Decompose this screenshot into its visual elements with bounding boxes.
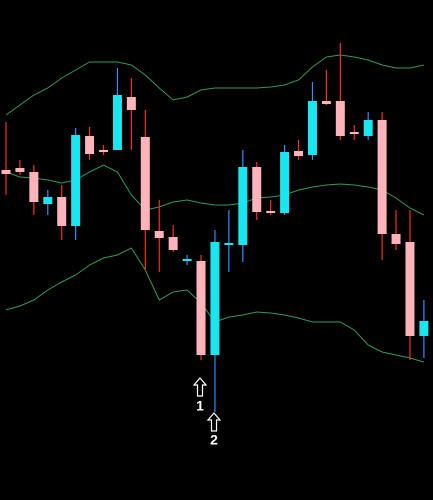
plot [1, 43, 429, 412]
candle-body [307, 101, 317, 155]
candle-body [29, 172, 39, 202]
annotation: 1 [196, 398, 204, 414]
candle-body [224, 243, 234, 245]
candle-body [210, 242, 220, 355]
candle-body [349, 132, 359, 134]
candle-body [57, 197, 67, 226]
candle-body [43, 197, 53, 204]
candle-body [154, 231, 164, 238]
candle-body [112, 95, 122, 150]
arrow [192, 377, 208, 397]
candle-body [280, 152, 290, 213]
candle-body [71, 135, 81, 226]
candle-body [377, 120, 387, 234]
candle-body [391, 234, 401, 244]
candle-body [266, 211, 276, 213]
candle-body [168, 237, 178, 250]
candle-body [126, 97, 136, 110]
candle-body [252, 167, 262, 212]
candle-body [196, 261, 206, 355]
band-line [5, 54, 425, 116]
candle-body [419, 321, 429, 336]
candle-body [321, 101, 331, 104]
candle-body [140, 137, 150, 230]
candle-body [85, 136, 95, 154]
candle-body [182, 259, 192, 261]
candle-body [1, 170, 11, 174]
candle-body [15, 168, 25, 172]
annotation: 2 [210, 432, 218, 448]
candle-body [405, 242, 415, 336]
candle-body [238, 167, 248, 245]
candle-body [363, 120, 373, 136]
arrow [206, 412, 222, 432]
candle-body [99, 150, 109, 152]
candle-body [335, 101, 345, 136]
candle-body [294, 151, 304, 156]
